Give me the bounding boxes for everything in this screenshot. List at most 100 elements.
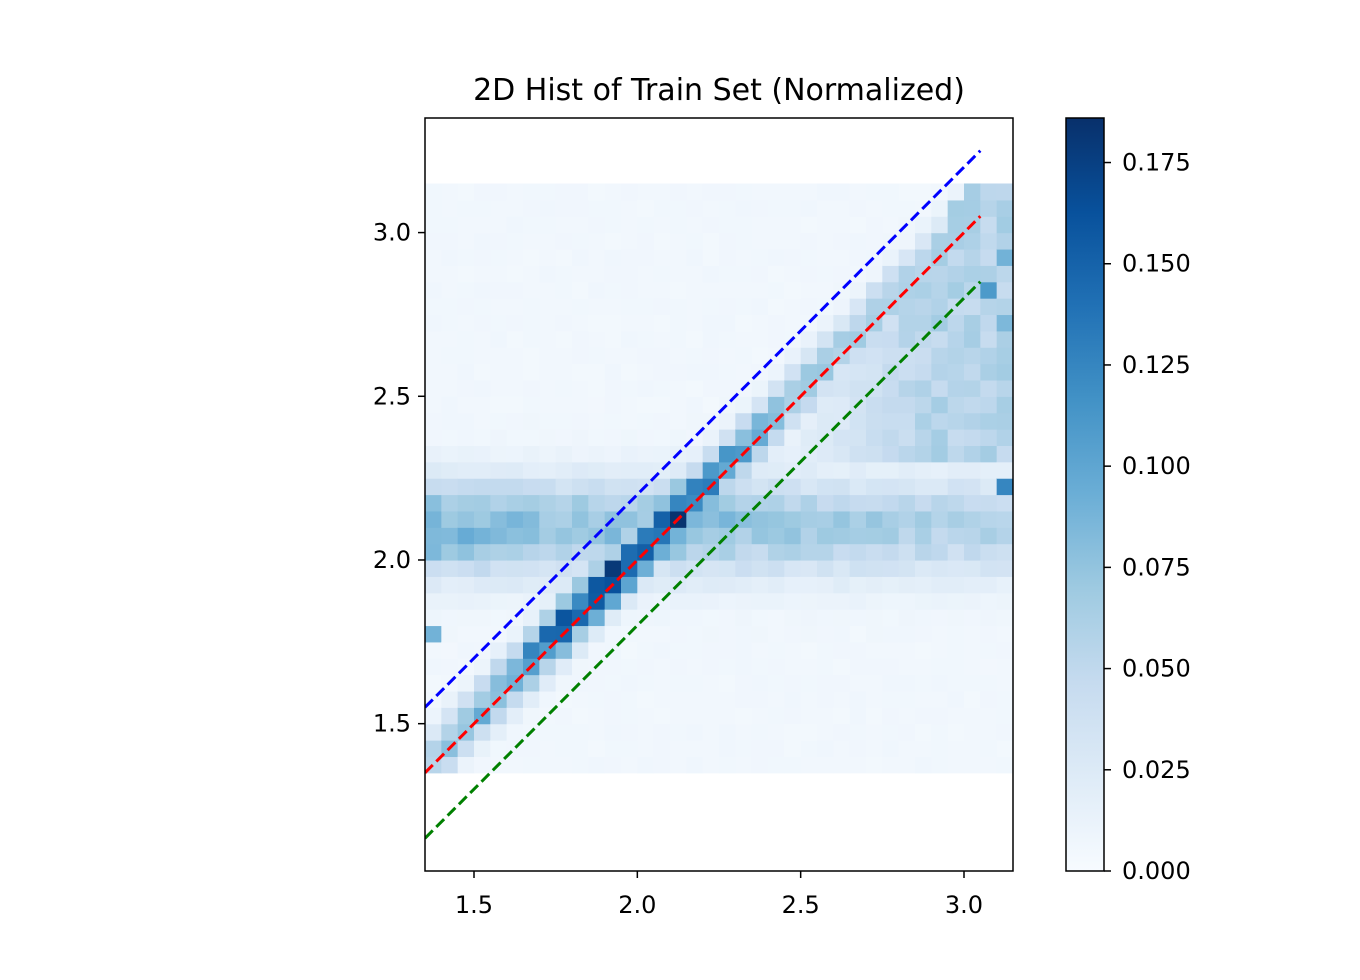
heatmap-cell <box>621 412 638 430</box>
heatmap-cell <box>833 740 851 758</box>
colorbar-tick-label: 0.125 <box>1122 351 1191 379</box>
heatmap-cell <box>523 690 540 708</box>
heatmap-cell <box>898 396 916 414</box>
heatmap-cell <box>866 232 883 250</box>
heatmap-cell <box>866 445 883 463</box>
heatmap-cell <box>964 330 981 348</box>
heatmap-cell <box>441 723 459 741</box>
heatmap-cell <box>506 641 524 659</box>
heatmap-cell <box>915 740 932 758</box>
heatmap-cell <box>751 576 769 594</box>
heatmap-cell <box>441 396 459 414</box>
heatmap-cell <box>947 379 965 397</box>
heatmap-cell <box>915 478 932 496</box>
heatmap-cell <box>980 314 998 332</box>
heatmap-cell <box>506 592 524 610</box>
heatmap-cell <box>588 265 606 283</box>
heatmap-cell <box>474 527 491 545</box>
heatmap-cell <box>784 429 802 446</box>
heatmap-cell <box>670 314 687 332</box>
heatmap-cell <box>964 429 981 446</box>
heatmap-cell <box>931 723 949 741</box>
heatmap-cell <box>653 690 671 708</box>
heatmap-cell <box>702 199 720 217</box>
heatmap-cell <box>441 232 459 250</box>
heatmap-cell <box>931 690 949 708</box>
heatmap-cell <box>947 658 965 676</box>
heatmap-cell <box>866 281 883 299</box>
heatmap-cell <box>539 609 557 627</box>
heatmap-cell <box>947 510 965 528</box>
y-tick-label: 2.5 <box>373 382 411 410</box>
heatmap-cell <box>653 199 671 217</box>
heatmap-cell <box>621 429 638 446</box>
heatmap-cell <box>474 183 491 201</box>
heatmap-cell <box>474 756 491 774</box>
heatmap-cell <box>817 576 834 594</box>
heatmap-cell <box>686 510 704 528</box>
heatmap-cell <box>506 478 524 496</box>
heatmap-cell <box>588 756 606 774</box>
heatmap-cell <box>621 248 638 266</box>
heatmap-cell <box>653 281 671 299</box>
heatmap-cell <box>833 396 851 414</box>
heatmap-cell <box>441 461 459 479</box>
heatmap-cell <box>719 478 736 496</box>
heatmap-cell <box>506 723 524 741</box>
heatmap-cell <box>931 412 949 430</box>
heatmap-cell <box>849 559 867 577</box>
heatmap-cell <box>849 478 867 496</box>
heatmap-cell <box>866 543 883 561</box>
heatmap-cell <box>817 690 834 708</box>
heatmap-cell <box>653 494 671 512</box>
heatmap-cell <box>849 576 867 594</box>
heatmap-cell <box>849 379 867 397</box>
heatmap-cell <box>915 412 932 430</box>
heatmap-cell <box>980 494 998 512</box>
heatmap-cell <box>964 625 981 643</box>
heatmap-cell <box>539 543 557 561</box>
heatmap-cell <box>849 510 867 528</box>
heatmap-cell <box>588 199 606 217</box>
heatmap-cell <box>572 216 589 234</box>
heatmap-cell <box>555 478 573 496</box>
heatmap-cell <box>768 674 785 692</box>
heatmap-cell <box>719 576 736 594</box>
heatmap-cell <box>425 363 442 381</box>
heatmap-cell <box>947 674 965 692</box>
heatmap-cell <box>768 330 785 348</box>
heatmap-cell <box>996 461 1013 479</box>
heatmap-cell <box>947 609 965 627</box>
heatmap-cell <box>457 314 475 332</box>
heatmap-cell <box>425 412 442 430</box>
heatmap-cell <box>817 723 834 741</box>
heatmap-cell <box>735 641 753 659</box>
heatmap-cell <box>686 298 704 316</box>
heatmap-cell <box>588 690 606 708</box>
heatmap-cell <box>474 314 491 332</box>
heatmap-cell <box>980 216 998 234</box>
heatmap-cell <box>457 690 475 708</box>
heatmap-cell <box>996 510 1013 528</box>
heatmap-cell <box>915 641 932 659</box>
heatmap-cell <box>702 281 720 299</box>
heatmap-cell <box>800 625 818 643</box>
heatmap-cell <box>604 183 622 201</box>
heatmap-cell <box>637 363 655 381</box>
heatmap-cell <box>621 347 638 365</box>
heatmap-cell <box>735 576 753 594</box>
heatmap-cell <box>964 756 981 774</box>
heatmap-cell <box>800 363 818 381</box>
heatmap-cell <box>506 494 524 512</box>
heatmap-cell <box>980 559 998 577</box>
heatmap-cell <box>425 592 442 610</box>
heatmap-cell <box>457 510 475 528</box>
heatmap-cell <box>996 543 1013 561</box>
x-tick-label: 3.0 <box>945 891 983 919</box>
heatmap-cell <box>604 248 622 266</box>
heatmap-cell <box>441 707 459 725</box>
heatmap-cell <box>474 330 491 348</box>
heatmap-cell <box>588 183 606 201</box>
heatmap-cell <box>588 347 606 365</box>
heatmap-cell <box>441 429 459 446</box>
